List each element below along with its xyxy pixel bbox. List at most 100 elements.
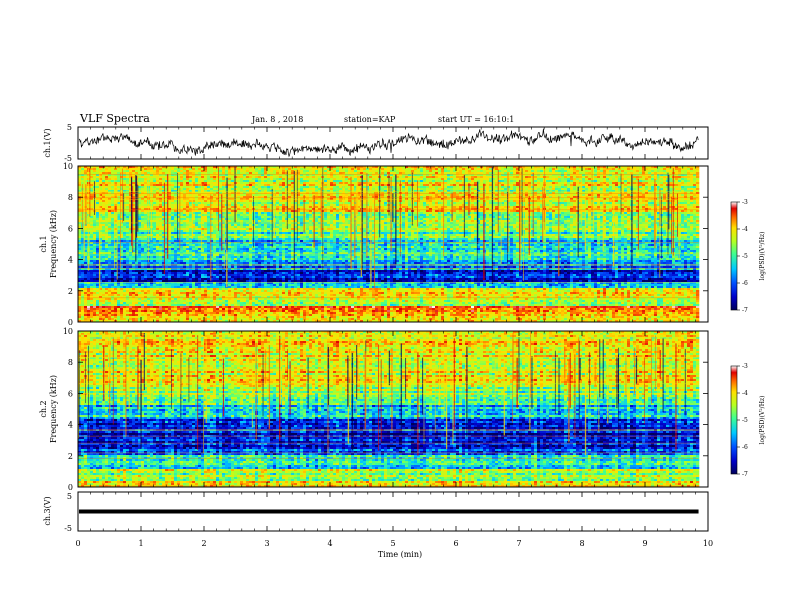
spectrogram-cell — [681, 184, 684, 186]
spectrogram-cell — [567, 182, 570, 184]
spectrogram-cell — [690, 172, 693, 174]
spectrogram-cell — [537, 212, 540, 214]
spectrogram-cell — [186, 190, 189, 192]
spectrogram-cell — [663, 202, 666, 204]
spectrogram-cell — [642, 200, 645, 202]
spectrogram-cell — [645, 204, 648, 206]
spectrogram-cell — [111, 174, 114, 176]
spectrogram-cell — [660, 170, 663, 172]
spectrogram-cell — [540, 184, 543, 186]
spectrogram-cell — [159, 170, 162, 172]
spectrogram-cell — [183, 184, 186, 186]
spectrogram-cell — [228, 188, 231, 190]
spectrogram-cell — [408, 186, 411, 188]
spectrogram-cell — [267, 202, 270, 204]
spectrogram-cell — [552, 168, 555, 170]
spectrogram-cell — [273, 184, 276, 186]
spectrogram-cell — [213, 186, 216, 188]
spectrogram-cell — [570, 202, 573, 204]
spectrogram-cell — [531, 186, 534, 188]
spectrogram-cell — [159, 194, 162, 196]
spectrogram-cell — [687, 186, 690, 188]
spectrogram-cell — [243, 168, 246, 170]
spectrogram-cell — [504, 174, 507, 176]
spectrogram-cell — [282, 190, 285, 192]
spectrogram-cell — [570, 200, 573, 202]
spectrogram-cell — [567, 176, 570, 178]
spectrogram-cell — [246, 182, 249, 184]
spectrogram-cell — [249, 188, 252, 190]
spectrogram-cell — [636, 168, 639, 170]
spectrogram-cell — [195, 212, 198, 214]
spectrogram-cell — [258, 176, 261, 178]
spectrogram-cell — [624, 206, 627, 208]
spectrogram-cell — [504, 172, 507, 174]
spectrogram-cell — [597, 178, 600, 180]
spectrogram-cell — [687, 188, 690, 190]
spectrogram-cell — [381, 204, 384, 206]
spectrogram-cell — [339, 184, 342, 186]
spectrogram-cell — [642, 206, 645, 208]
spectrogram-cell — [564, 198, 567, 200]
spectrogram-cell — [315, 184, 318, 186]
spectrogram-cell — [345, 184, 348, 186]
spectrogram-cell — [90, 212, 93, 214]
spectrogram-cell — [480, 184, 483, 186]
spectrogram-cell — [432, 182, 435, 184]
spectrogram-cell — [258, 204, 261, 206]
spectrogram-cell — [309, 168, 312, 170]
spectrogram-cell — [636, 210, 639, 212]
spectrogram-cell — [153, 202, 156, 204]
spectrogram-cell — [621, 204, 624, 206]
spectrogram-cell — [408, 188, 411, 190]
spectrogram-cell — [204, 206, 207, 208]
spectrogram-cell — [243, 202, 246, 204]
spectrogram-cell — [213, 178, 216, 180]
spectrogram-cell — [510, 204, 513, 206]
spectrogram-cell — [198, 210, 201, 212]
spectrogram-cell — [228, 194, 231, 196]
spectrogram-cell — [168, 206, 171, 208]
spectrogram-cell — [237, 176, 240, 178]
spectrogram-cell — [636, 184, 639, 186]
spectrogram-cell — [153, 198, 156, 200]
spectrogram-cell — [609, 180, 612, 182]
spectrogram-cell — [423, 184, 426, 186]
spectrogram-cell — [642, 204, 645, 206]
spectrogram-cell — [570, 172, 573, 174]
spectrogram-cell — [516, 188, 519, 190]
spectrogram-cell — [633, 212, 636, 214]
spectrogram-cell — [666, 170, 669, 172]
spectrogram-cell — [579, 174, 582, 176]
spectrogram-cell — [318, 174, 321, 176]
spectrogram-cell — [258, 180, 261, 182]
spectrogram-cell — [423, 168, 426, 170]
spectrogram-cell — [102, 184, 105, 186]
spectrogram-cell — [405, 186, 408, 188]
spectrogram-cell — [204, 182, 207, 184]
spectrogram-cell — [693, 200, 696, 202]
spectrogram-cell — [231, 202, 234, 204]
spectrogram-cell — [669, 186, 672, 188]
spectrogram-cell — [516, 176, 519, 178]
spectrogram-cell — [570, 184, 573, 186]
spectrogram-cell — [258, 188, 261, 190]
spectrogram-cell — [552, 194, 555, 196]
spectrogram-cell — [516, 178, 519, 180]
spectrogram-cell — [423, 190, 426, 192]
spectrogram-cell — [441, 172, 444, 174]
spectrogram-cell — [237, 170, 240, 172]
spectrogram-cell — [456, 182, 459, 184]
spectrogram-cell — [513, 186, 516, 188]
spectrogram-cell — [621, 170, 624, 172]
spectrogram-cell — [330, 200, 333, 202]
spectrogram-cell — [462, 206, 465, 208]
spectrogram-cell — [261, 200, 264, 202]
spectrogram-cell — [243, 174, 246, 176]
spectrogram-cell — [258, 198, 261, 200]
spectrogram-cell — [450, 172, 453, 174]
spectrogram-cell — [309, 172, 312, 174]
spectrogram-cell — [645, 190, 648, 192]
spectrogram-cell — [423, 174, 426, 176]
spectrogram-cell — [81, 170, 84, 172]
